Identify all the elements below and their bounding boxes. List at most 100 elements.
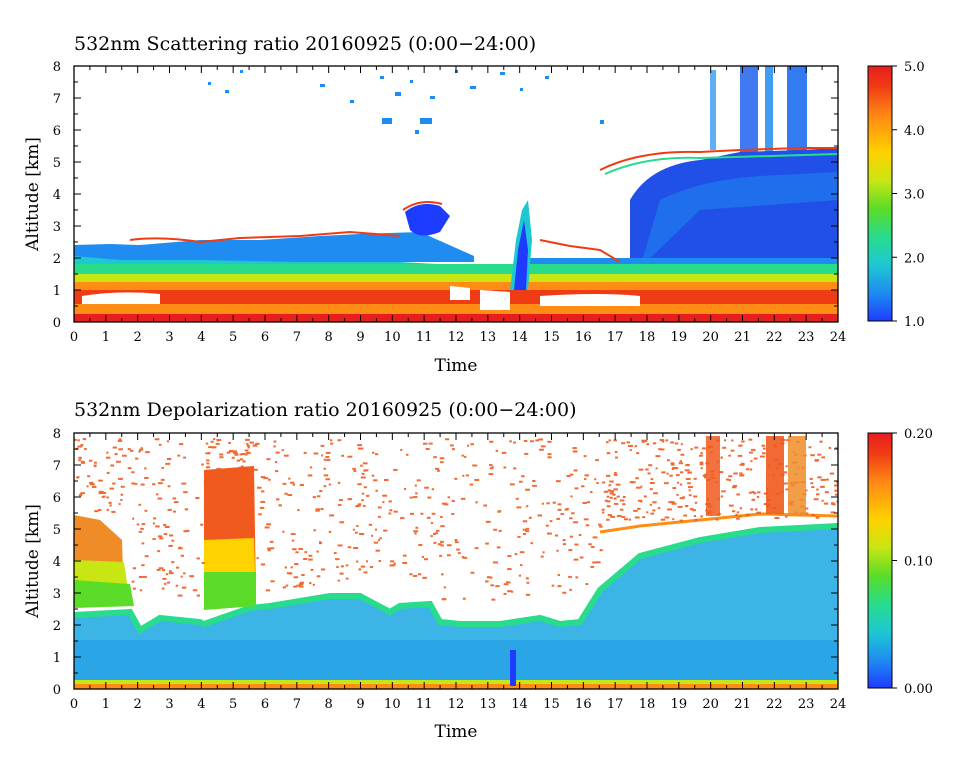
noise-speckle <box>439 457 445 460</box>
noise-speckle <box>539 448 544 451</box>
noise-speckle <box>183 456 187 459</box>
noise-speckle <box>157 535 163 538</box>
noise-speckle <box>516 506 522 509</box>
noise-speckle <box>139 589 143 592</box>
noise-speckle <box>445 438 450 441</box>
noise-speckle <box>761 444 766 447</box>
noise-speckle <box>161 466 164 469</box>
noise-speckle <box>528 516 532 519</box>
noise-speckle <box>378 559 382 562</box>
noise-speckle <box>725 478 729 481</box>
noise-speckle <box>546 532 552 535</box>
noise-speckle <box>299 484 305 487</box>
noise-speckle <box>389 564 394 567</box>
noise-speckle <box>266 458 271 461</box>
noise-speckle <box>638 468 644 471</box>
noise-speckle <box>101 491 107 494</box>
x-tick-label: 11 <box>416 330 433 345</box>
noise-speckle <box>634 516 640 519</box>
noise-speckle <box>655 467 658 470</box>
noise-speckle <box>183 530 187 533</box>
noise-speckle <box>177 594 183 597</box>
noise-speckle <box>671 502 677 505</box>
noise-speckle <box>233 452 238 455</box>
noise-speckle <box>821 456 826 459</box>
noise-speckle <box>688 471 693 474</box>
noise-speckle <box>601 511 605 514</box>
noise-speckle <box>560 512 565 515</box>
noise-speckle <box>319 490 323 493</box>
noise-speckle <box>785 515 788 518</box>
noise-speckle <box>581 485 585 488</box>
noise-speckle <box>205 452 211 455</box>
noise-speckle <box>671 463 675 466</box>
x-tick-label: 12 <box>448 330 465 345</box>
noise-speckle <box>783 482 788 485</box>
noise-speckle <box>269 547 275 550</box>
noise-speckle <box>584 474 589 477</box>
colorbar-tick-label: 1.0 <box>904 315 925 330</box>
noise-speckle <box>144 476 149 479</box>
noise-speckle <box>320 568 326 571</box>
x-tick-label: 10 <box>384 697 401 712</box>
noise-speckle <box>814 459 820 462</box>
noise-speckle <box>519 480 523 483</box>
noise-speckle <box>606 495 610 498</box>
noise-speckle <box>700 452 703 455</box>
noise-speckle <box>294 563 299 566</box>
noise-speckle <box>141 564 145 567</box>
noise-speckle <box>360 476 366 479</box>
noise-speckle <box>178 546 182 549</box>
noise-speckle <box>94 510 99 513</box>
noise-speckle <box>434 532 439 535</box>
noise-speckle <box>495 585 500 588</box>
noise-speckle <box>440 516 443 519</box>
noise-speckle <box>585 524 590 527</box>
noise-speckle <box>356 560 359 563</box>
scattering-colorbar-ticks: 1.0 2.0 3.0 4.0 5.0 <box>892 60 925 330</box>
x-tick-label: 23 <box>798 330 815 345</box>
noise-speckle <box>205 442 209 445</box>
noise-speckle <box>98 492 104 495</box>
noise-speckle <box>578 533 582 536</box>
noise-speckle <box>569 517 573 520</box>
noise-speckle <box>301 573 305 576</box>
noise-speckle <box>78 494 82 497</box>
noise-speckle <box>329 514 335 517</box>
noise-speckle <box>657 507 661 510</box>
noise-speckle <box>176 566 180 569</box>
noise-speckle <box>299 581 304 584</box>
noise-speckle <box>273 445 276 448</box>
noise-speckle <box>831 503 836 506</box>
noise-speckle <box>106 471 110 474</box>
noise-speckle <box>648 464 653 467</box>
noise-speckle <box>588 543 592 546</box>
noise-speckle <box>813 498 819 501</box>
noise-speckle <box>111 510 116 513</box>
y-tick-label: 5 <box>53 523 61 538</box>
noise-speckle <box>357 503 362 506</box>
noise-speckle <box>393 562 396 565</box>
noise-speckle <box>557 503 562 506</box>
noise-speckle <box>540 514 543 517</box>
noise-speckle <box>641 439 646 442</box>
noise-speckle <box>810 482 814 485</box>
noise-speckle <box>829 472 835 475</box>
noise-speckle <box>556 517 560 520</box>
noise-speckle <box>241 453 246 456</box>
colorbar-tick-label: 0.20 <box>904 427 933 442</box>
noise-speckle <box>144 467 147 470</box>
noise-speckle <box>649 503 652 506</box>
noise-speckle <box>461 454 464 457</box>
noise-speckle <box>371 534 374 537</box>
noise-speckle <box>738 444 743 447</box>
noise-speckle <box>728 479 732 482</box>
noise-speckle <box>88 459 93 462</box>
x-tick-label: 17 <box>607 697 624 712</box>
noise-speckle <box>736 493 740 496</box>
noise-speckle <box>265 589 271 592</box>
noise-speckle <box>132 567 137 570</box>
noise-speckle <box>320 444 325 447</box>
x-tick-label: 6 <box>261 697 269 712</box>
noise-speckle <box>189 575 195 578</box>
